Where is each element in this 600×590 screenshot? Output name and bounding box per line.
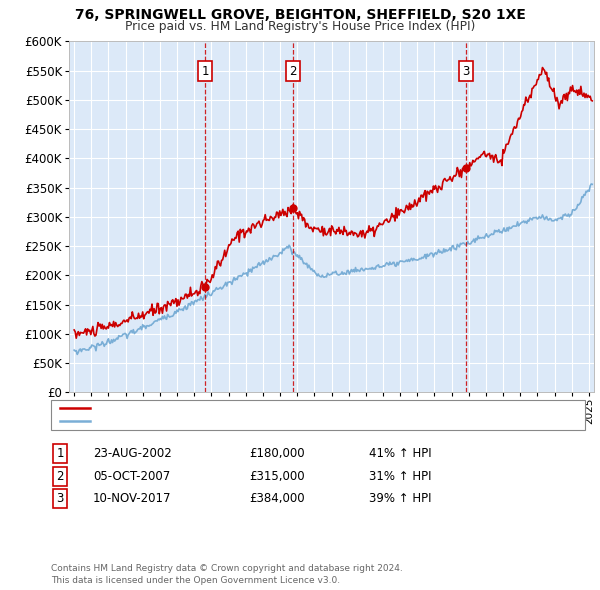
Text: 3: 3 — [56, 492, 64, 505]
Text: 23-AUG-2002: 23-AUG-2002 — [93, 447, 172, 460]
Text: 39% ↑ HPI: 39% ↑ HPI — [369, 492, 431, 505]
Text: Price paid vs. HM Land Registry's House Price Index (HPI): Price paid vs. HM Land Registry's House … — [125, 20, 475, 33]
Text: 2: 2 — [289, 65, 297, 78]
Text: 3: 3 — [463, 65, 470, 78]
Text: 31% ↑ HPI: 31% ↑ HPI — [369, 470, 431, 483]
Text: £315,000: £315,000 — [249, 470, 305, 483]
Text: Contains HM Land Registry data © Crown copyright and database right 2024.
This d: Contains HM Land Registry data © Crown c… — [51, 564, 403, 585]
Text: 1: 1 — [202, 65, 209, 78]
Text: 1: 1 — [56, 447, 64, 460]
Text: 2: 2 — [56, 470, 64, 483]
Text: HPI: Average price, detached house, Sheffield: HPI: Average price, detached house, Shef… — [96, 417, 347, 426]
Text: 41% ↑ HPI: 41% ↑ HPI — [369, 447, 431, 460]
Text: 76, SPRINGWELL GROVE, BEIGHTON, SHEFFIELD, S20 1XE (detached house): 76, SPRINGWELL GROVE, BEIGHTON, SHEFFIEL… — [96, 404, 513, 413]
Text: 10-NOV-2017: 10-NOV-2017 — [93, 492, 172, 505]
Text: 05-OCT-2007: 05-OCT-2007 — [93, 470, 170, 483]
Text: £180,000: £180,000 — [249, 447, 305, 460]
Text: £384,000: £384,000 — [249, 492, 305, 505]
Text: 76, SPRINGWELL GROVE, BEIGHTON, SHEFFIELD, S20 1XE: 76, SPRINGWELL GROVE, BEIGHTON, SHEFFIEL… — [74, 8, 526, 22]
